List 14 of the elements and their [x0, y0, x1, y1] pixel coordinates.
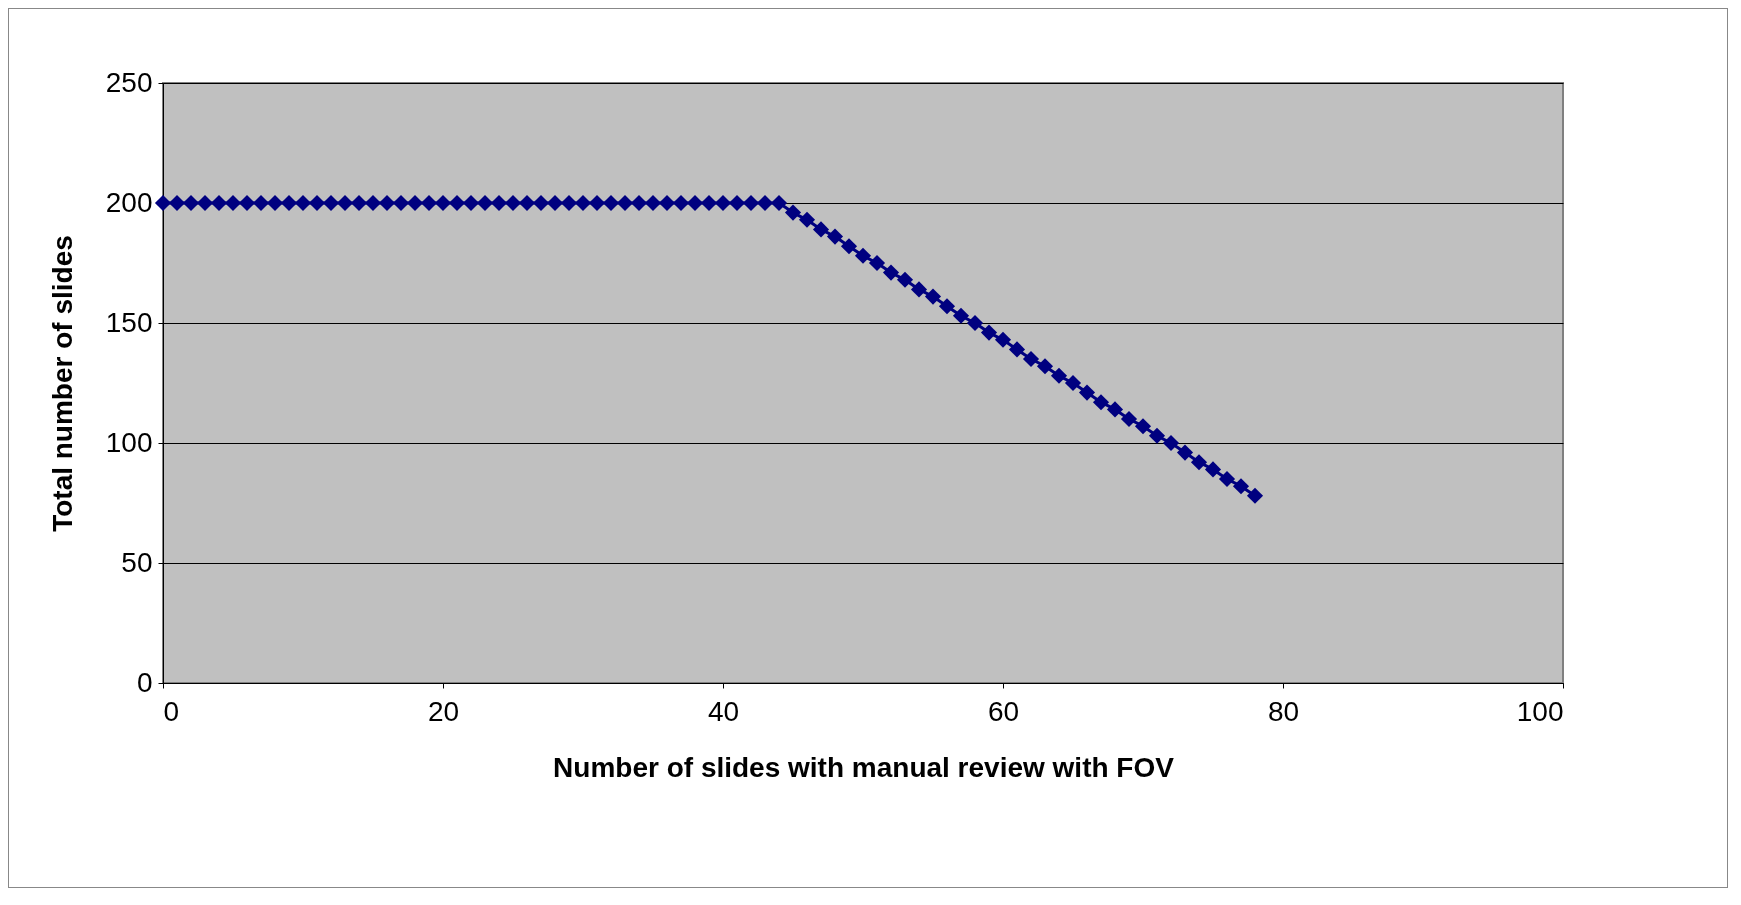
x-tick-label: 0: [163, 695, 180, 727]
x-tick-label: 60: [987, 695, 1020, 727]
x-tick-label: 40: [707, 695, 740, 727]
y-tick-label: 50: [121, 546, 153, 578]
y-tick-label: 150: [105, 306, 153, 338]
y-tick-label: 200: [105, 186, 153, 218]
x-tick-label: 100: [1516, 695, 1564, 727]
x-tick-label: 80: [1267, 695, 1300, 727]
x-axis-title: Number of slides with manual review with FOV: [553, 751, 1175, 783]
y-axis-title: Total number of slides: [46, 235, 78, 532]
x-tick-label: 20: [427, 695, 460, 727]
y-tick-label: 0: [136, 666, 153, 698]
y-tick-label: 100: [105, 426, 153, 458]
y-tick-label: 250: [105, 66, 153, 98]
